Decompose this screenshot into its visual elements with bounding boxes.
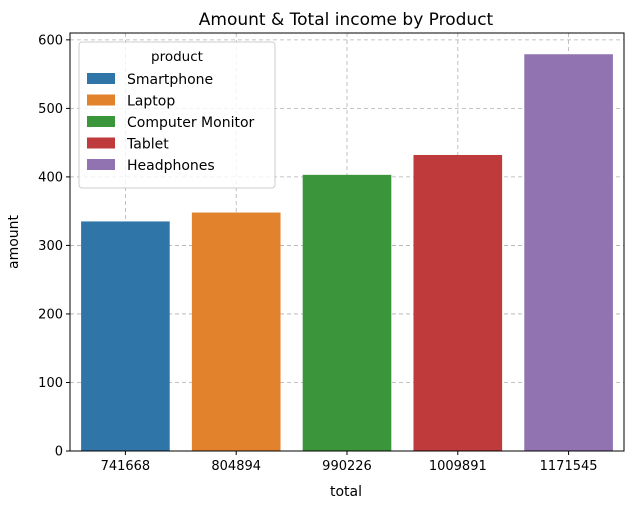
legend-label: Smartphone [127,72,213,88]
legend-box [78,41,276,189]
bars [81,54,613,452]
legend-swatch [87,116,115,127]
bar-smartphone [81,221,170,451]
bar-tablet [413,154,503,452]
y-tick-label: 100 [38,376,63,391]
legend-swatch [87,137,115,149]
legend-swatch [87,159,115,170]
bar-headphones [524,54,613,452]
legend-title: product [151,49,203,65]
y-tick-label: 300 [38,239,63,254]
y-axis-label: amount [6,214,22,269]
chart-title: Amount & Total income by Product [199,10,494,30]
legend-swatch [87,94,115,106]
x-tick-label: 804894 [211,459,261,474]
y-tick-label: 0 [55,445,63,460]
y-tick-label: 200 [38,307,63,322]
legend-label: Laptop [127,94,175,110]
bar-computer-monitor [302,174,392,452]
x-tick-label: 990226 [322,459,372,474]
y-axis-ticks: 0 100 200 300 400 500 600 [38,33,70,460]
y-tick-label: 500 [38,102,63,117]
x-tick-label: 1009891 [429,459,487,474]
legend: product Smartphone Laptop Computer Monitor… [78,41,276,189]
y-tick-label: 600 [38,33,63,48]
legend-label: Computer Monitor [127,115,255,131]
legend-label: Headphones [127,158,215,174]
bar-laptop [191,212,281,451]
legend-swatch [87,73,115,84]
legend-label: Tablet [126,137,169,153]
x-tick-label: 1171545 [540,459,598,474]
x-axis-label: total [330,484,362,500]
x-tick-label: 741668 [101,459,151,474]
legend-entries: Smartphone Laptop Computer Monitor Tablet He… [87,72,255,174]
y-tick-label: 400 [38,170,63,185]
x-axis-ticks: 741668 804894 990226 1009891 1171545 [101,451,598,474]
